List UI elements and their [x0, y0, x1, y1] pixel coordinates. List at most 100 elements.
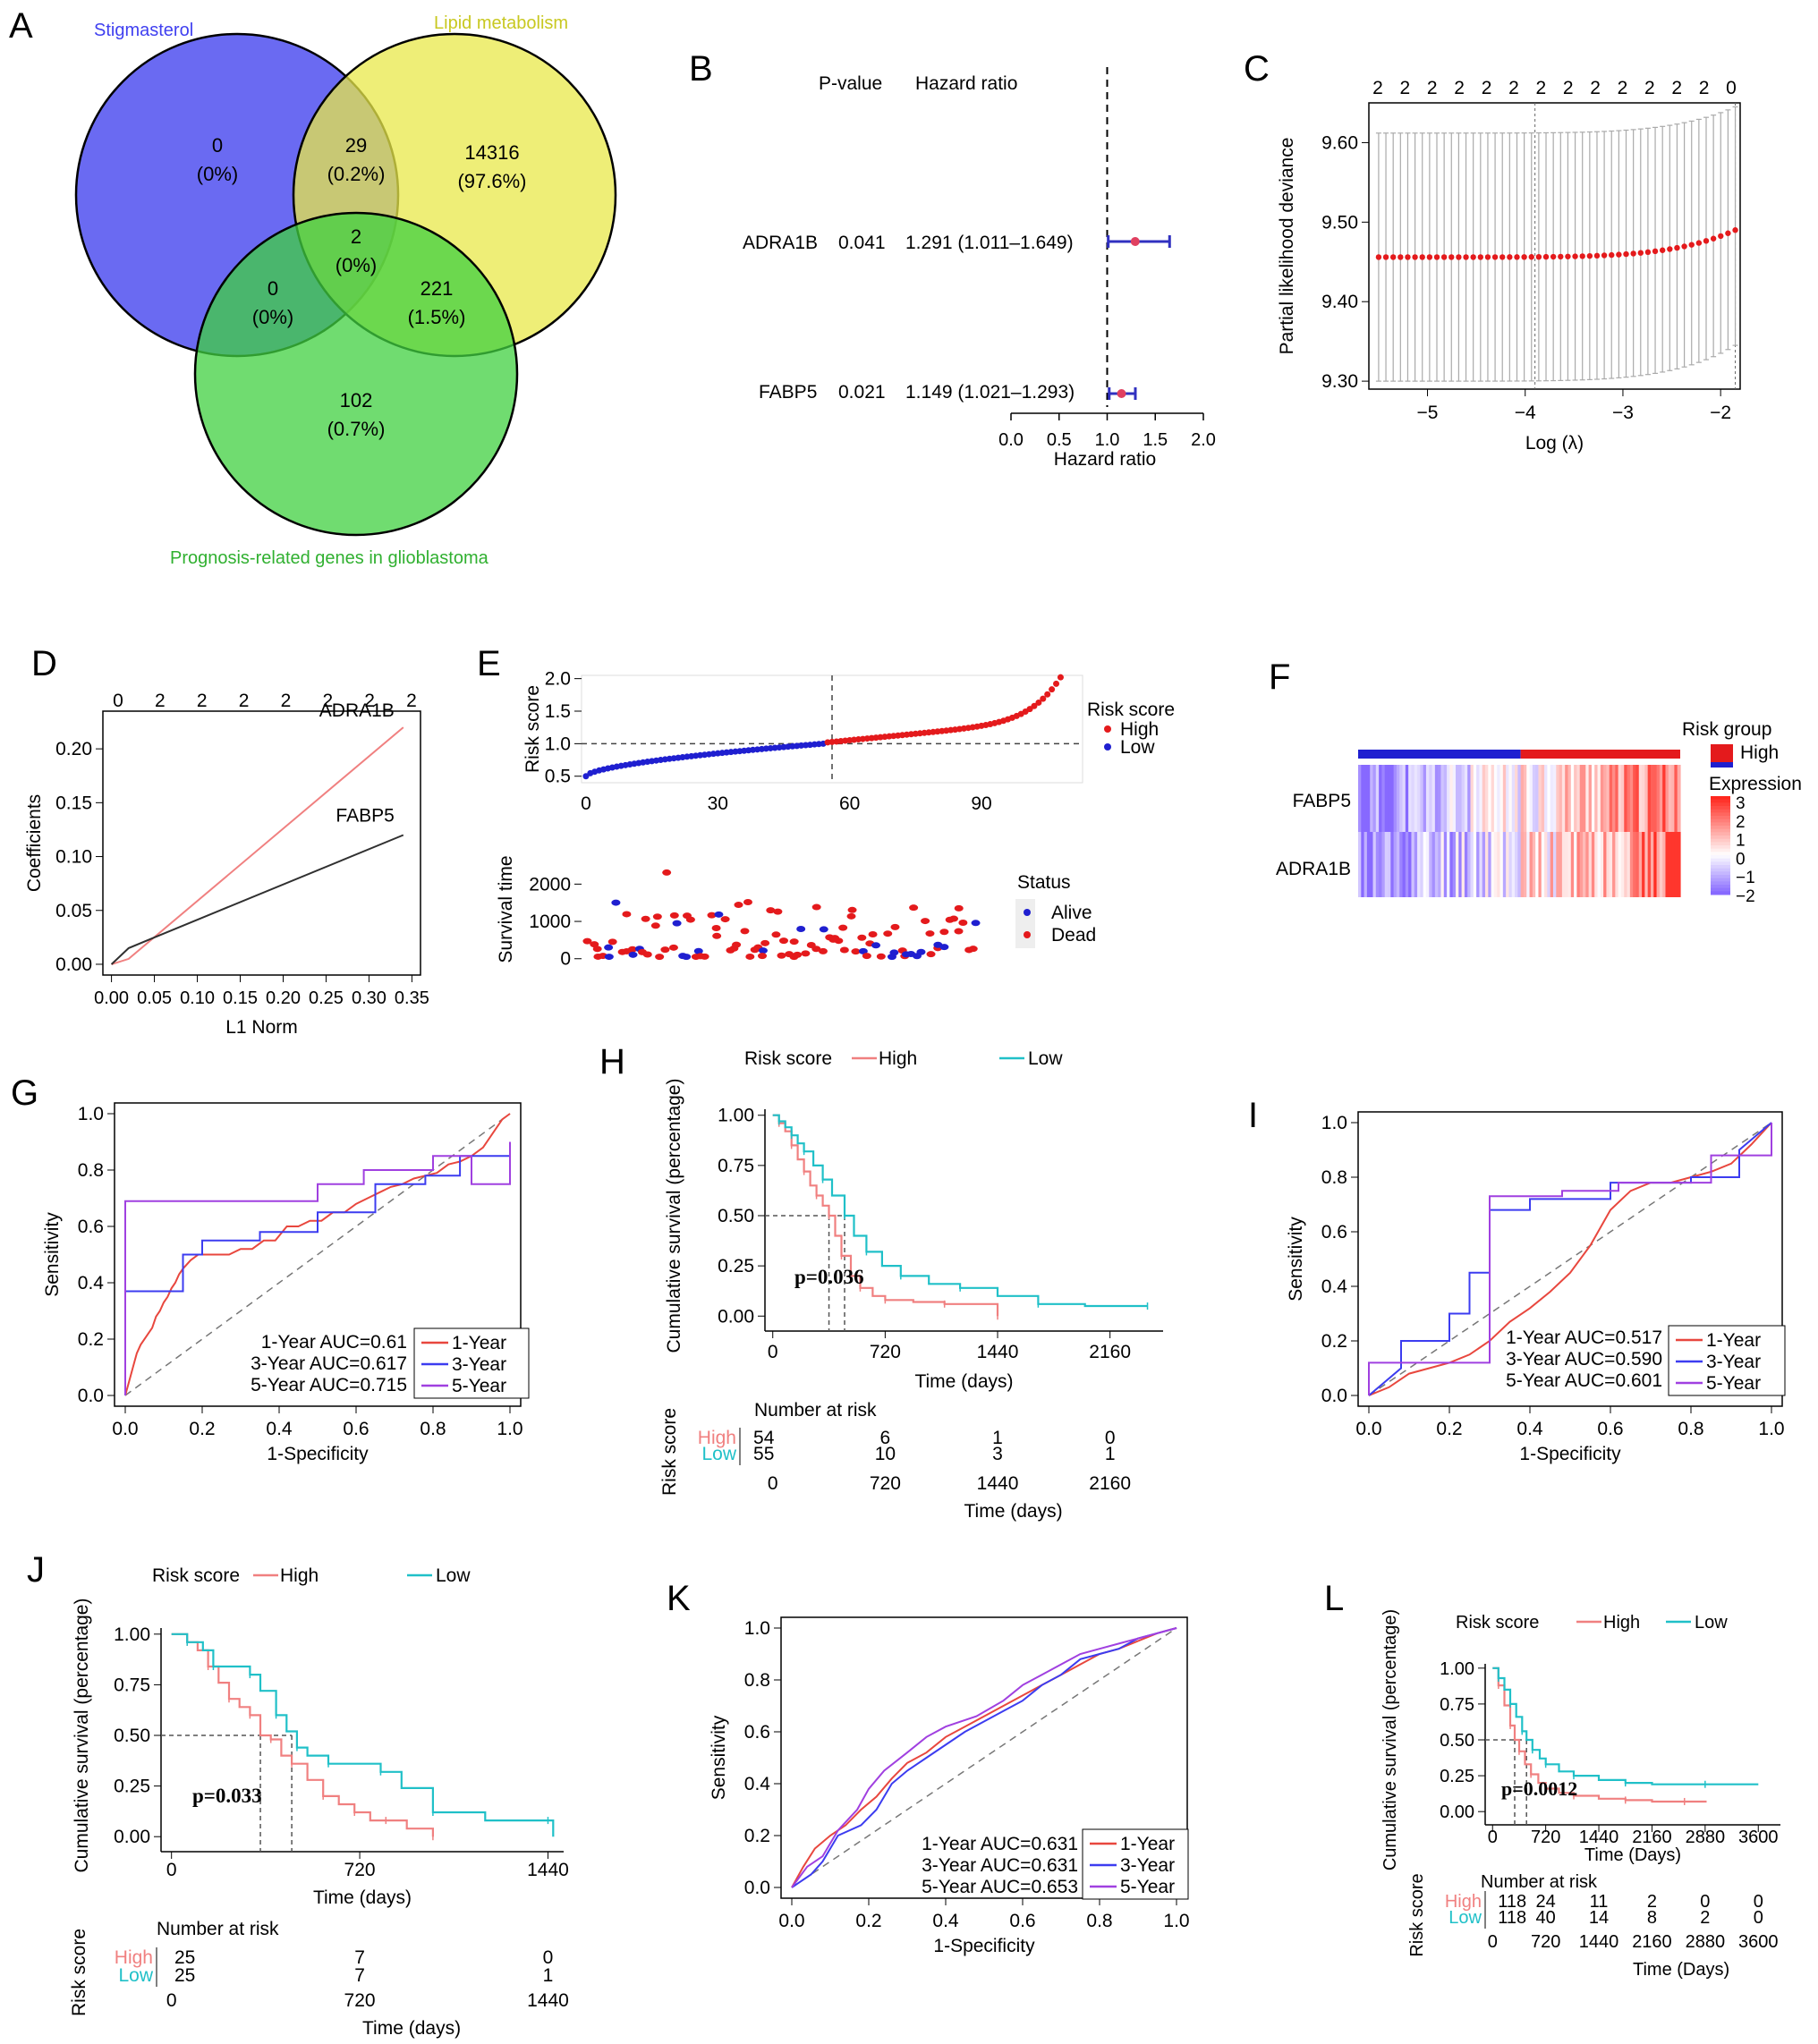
- heatmap-cell: [1624, 832, 1628, 897]
- heatmap-cell: [1656, 765, 1661, 832]
- auc-label: 3-Year AUC=0.631: [922, 1855, 1078, 1876]
- survival-point: [627, 946, 637, 953]
- survival-point: [771, 931, 781, 938]
- heatmap-cell: [1482, 832, 1486, 897]
- y-axis-label: Coefficients: [24, 794, 45, 892]
- risk-count: 1: [543, 1965, 554, 1986]
- survival-point: [685, 916, 695, 923]
- heatmap-cell: [1408, 765, 1413, 832]
- y-tick-label: 1.00: [718, 1106, 754, 1126]
- risk-group-bar-low: [1358, 750, 1521, 759]
- venn-region-pct: (0.7%): [327, 418, 386, 440]
- survival-point: [883, 930, 893, 937]
- legend-item: Alive: [1051, 903, 1092, 923]
- heatmap-cell: [1656, 832, 1661, 897]
- heatmap-cell: [1370, 765, 1374, 832]
- survival-point: [925, 930, 935, 937]
- p-value-label: p=0.033: [192, 1785, 262, 1807]
- deviance-point: [1542, 253, 1550, 260]
- auc-label: 5-Year AUC=0.601: [1506, 1370, 1662, 1391]
- deviance-point: [1579, 253, 1585, 259]
- heatmap-cell: [1381, 832, 1386, 897]
- legend-gradient-step: [1711, 875, 1730, 879]
- heatmap-cell: [1414, 765, 1418, 832]
- km-plot-j: 0.00 0.25 0.50 0.75 1.00 0 720 1440 Time (days) C…: [69, 1565, 569, 2039]
- venn-region-count: 14316: [464, 141, 519, 164]
- deviance-point: [1732, 227, 1738, 233]
- risk-count: 0: [1754, 1892, 1763, 1912]
- auc-label: 3-Year AUC=0.617: [251, 1353, 407, 1374]
- roc-curve: [1368, 1122, 1772, 1396]
- heatmap-cell: [1361, 765, 1365, 832]
- deviance-point: [1710, 235, 1717, 242]
- legend-title: Risk score: [744, 1048, 832, 1069]
- top-tick-label: 2: [1671, 78, 1682, 98]
- survival-point: [968, 946, 978, 953]
- heatmap-cell: [1662, 765, 1667, 832]
- heatmap-cell: [1588, 832, 1593, 897]
- survival-point: [700, 953, 709, 960]
- deviance-point: [1470, 254, 1476, 260]
- legend-tick-label: −2: [1736, 887, 1755, 906]
- y-tick-label: 0.0: [1321, 1386, 1347, 1406]
- survival-point: [668, 944, 678, 951]
- legend-gradient-step: [1711, 842, 1730, 846]
- heatmap-cell: [1627, 832, 1631, 897]
- x-tick-label: 0.4: [266, 1419, 293, 1439]
- legend-title: Risk score: [152, 1565, 240, 1586]
- heatmap-cell: [1561, 765, 1566, 832]
- top-tick-label: 2: [281, 691, 292, 711]
- heatmap-cell: [1591, 765, 1595, 832]
- x-tick-label: 0.6: [1009, 1911, 1035, 1931]
- survival-point: [801, 950, 811, 957]
- risk-count: 11: [1590, 1892, 1609, 1912]
- forest-hr: 1.291 (1.011–1.649): [905, 233, 1074, 253]
- survival-point: [641, 915, 650, 922]
- survival-point: [954, 904, 964, 912]
- heatmap-cell: [1544, 765, 1548, 832]
- survival-point: [758, 953, 768, 960]
- top-tick-label: 2: [1372, 78, 1383, 98]
- heatmap-cell: [1523, 832, 1527, 897]
- heatmap-cell: [1479, 765, 1483, 832]
- heatmap-cell: [1644, 765, 1649, 832]
- heatmap-cell: [1399, 832, 1404, 897]
- venn-region-pct: (0%): [336, 254, 377, 276]
- heatmap-cell: [1547, 765, 1551, 832]
- heatmap-cell: [1520, 832, 1525, 897]
- survival-point: [642, 951, 652, 958]
- legend-item: High: [1120, 719, 1159, 740]
- panel-letter-g: G: [11, 1073, 38, 1113]
- heatmap-cell: [1417, 765, 1421, 832]
- risk-count: 0: [543, 1947, 554, 1968]
- deviance-point: [1695, 240, 1703, 246]
- x-tick-label: 0.8: [1678, 1419, 1703, 1439]
- legend-item: High: [1603, 1613, 1640, 1633]
- risk-group-label: High: [698, 1428, 736, 1448]
- heatmap-cell: [1449, 765, 1454, 832]
- legend-gradient-step: [1711, 806, 1730, 810]
- heatmap-cell: [1443, 765, 1448, 832]
- survival-point: [712, 932, 722, 939]
- heatmap-cell: [1642, 832, 1645, 897]
- y-tick-label: 0.4: [78, 1273, 105, 1293]
- x-tick-label: 2880: [1686, 1828, 1726, 1847]
- x-tick-label: 720: [870, 1342, 901, 1362]
- y-tick-label: 0.25: [114, 1777, 150, 1797]
- heatmap-cell: [1438, 832, 1442, 897]
- survival-point: [743, 898, 752, 905]
- heatmap-cell: [1624, 765, 1628, 832]
- heatmap-cell: [1570, 832, 1575, 897]
- top-tick-label: 2: [1400, 78, 1411, 98]
- top-tick-label: 2: [322, 691, 333, 711]
- legend-gradient-step: [1711, 848, 1730, 852]
- survival-point: [939, 944, 949, 951]
- plot-frame: [780, 1616, 1188, 1899]
- heatmap-cell: [1364, 765, 1368, 832]
- heatmap-cell: [1638, 765, 1643, 832]
- survival-point: [655, 954, 665, 961]
- heatmap-cell: [1635, 832, 1640, 897]
- deviance-point: [1433, 254, 1440, 260]
- heatmap-cell: [1565, 765, 1569, 832]
- forest-plot-area: 0.0 0.5 1.0 1.5 2.0: [998, 67, 1216, 450]
